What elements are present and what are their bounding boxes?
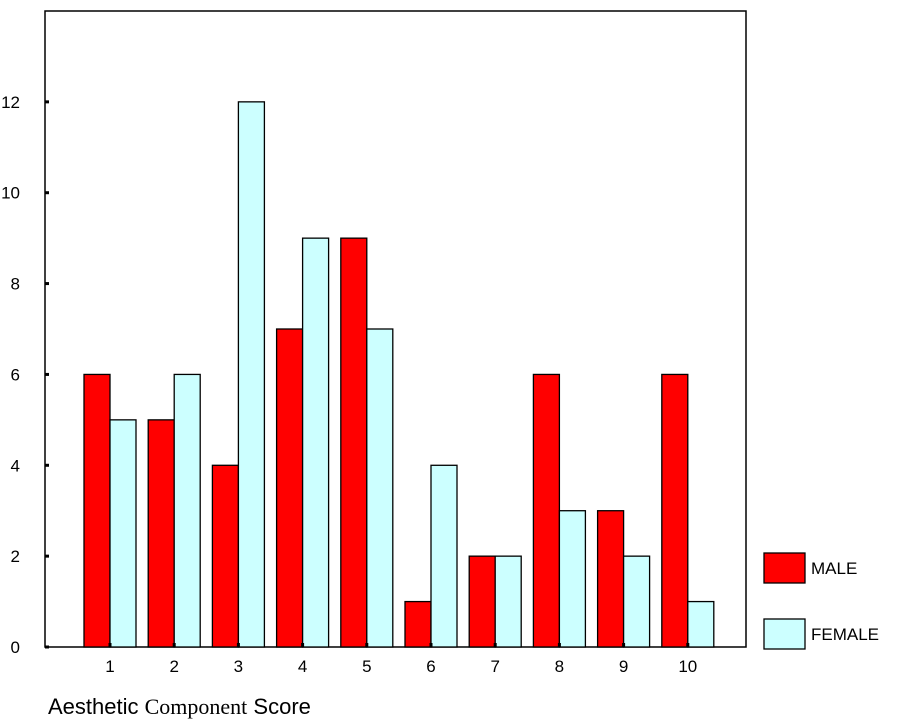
bar-female-4	[301, 237, 330, 648]
bar-female-7	[494, 555, 522, 648]
y-tick-label: 8	[11, 275, 20, 294]
bar-male-5	[340, 237, 368, 648]
legend-swatch-female	[763, 618, 806, 650]
bar-male-3	[211, 464, 240, 648]
x-tick-label: 1	[105, 657, 114, 676]
y-tick-label: 4	[11, 456, 20, 475]
x-tick-label: 2	[169, 657, 178, 676]
legend-swatch-male	[763, 552, 806, 584]
y-tick-label: 10	[1, 184, 20, 203]
bar-male-4	[275, 328, 304, 648]
bar-female-3	[237, 101, 266, 648]
bar-male-6	[404, 600, 432, 648]
plot-frame	[44, 10, 747, 648]
bar-female-5	[366, 328, 394, 648]
bar-female-10	[687, 600, 715, 648]
y-tick-label: 2	[11, 547, 20, 566]
bar-male-9	[596, 510, 625, 648]
x-tick-label: 10	[678, 657, 697, 676]
x-tick-label: 3	[234, 657, 243, 676]
x-tick-label: 5	[362, 657, 371, 676]
x-axis-title-part-3: Score	[253, 694, 311, 719]
x-axis-title-part-2: Component	[144, 694, 248, 719]
x-tick-label: 9	[619, 657, 628, 676]
bar-male-10	[661, 373, 689, 648]
bar-female-2	[173, 373, 201, 648]
bar-male-7	[468, 555, 496, 648]
bar-female-8	[558, 510, 587, 648]
bar-female-6	[430, 464, 458, 648]
y-tick-label: 6	[11, 365, 20, 384]
x-tick-label: 4	[298, 657, 307, 676]
legend-label-female: FEMALE	[811, 625, 879, 644]
bar-male-1	[83, 373, 111, 648]
y-tick-label: 0	[11, 638, 20, 657]
x-tick-label: 8	[555, 657, 564, 676]
x-axis-title-part-1: Aesthetic	[48, 694, 139, 719]
bar-male-8	[532, 373, 561, 648]
x-tick-label: 7	[490, 657, 499, 676]
bar-female-9	[622, 555, 651, 648]
legend-label-male: MALE	[811, 559, 857, 578]
bar-female-1	[109, 419, 137, 648]
x-tick-label: 6	[426, 657, 435, 676]
bar-male-2	[147, 419, 175, 648]
y-tick-label: 12	[1, 93, 20, 112]
x-axis-title: Aesthetic Component Score	[48, 694, 311, 720]
